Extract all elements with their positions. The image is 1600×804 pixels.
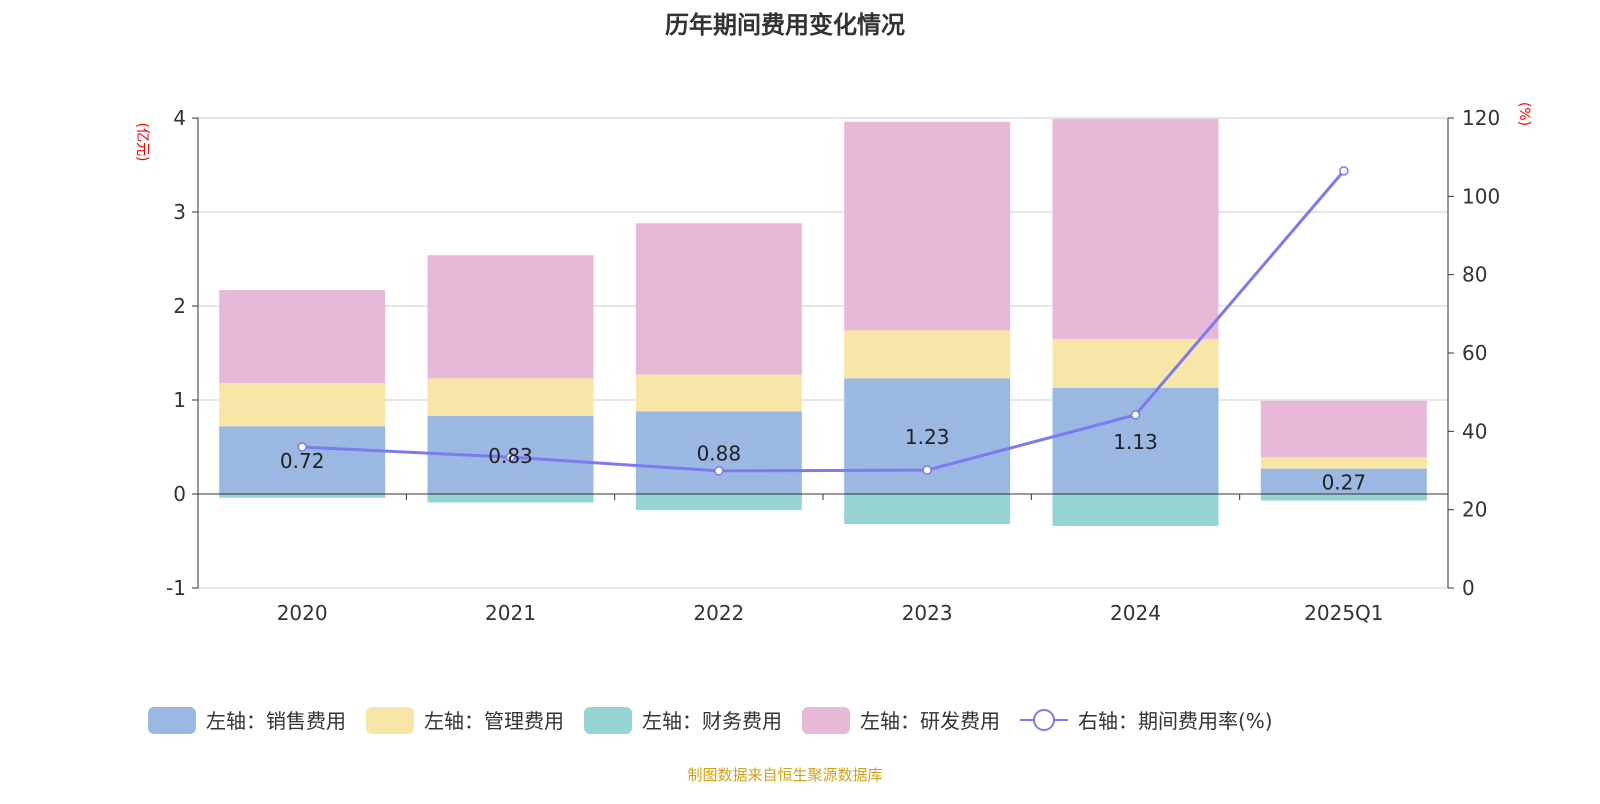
right-tick-label: 80 <box>1462 263 1487 287</box>
line-point <box>714 466 724 476</box>
data-label: 0.27 <box>1322 470 1367 494</box>
data-label: 1.13 <box>1113 430 1158 454</box>
source-note: 制图数据来自恒生聚源数据库 <box>687 766 882 784</box>
legend-swatch <box>802 707 850 734</box>
left-tick-label: 2 <box>173 294 186 318</box>
chart-title: 历年期间费用变化情况 <box>665 11 905 39</box>
data-label: 1.23 <box>905 425 950 449</box>
legend-label: 左轴：管理费用 <box>424 709 564 733</box>
bar-左轴-研发费用 <box>844 121 1011 331</box>
left-tick-label: -1 <box>166 576 186 600</box>
data-label: 0.72 <box>280 449 325 473</box>
bar-左轴-管理费用 <box>1052 338 1219 388</box>
line-point <box>1130 410 1141 420</box>
bar-左轴-销售费用 <box>1260 468 1427 494</box>
left-tick-label: 0 <box>173 482 186 506</box>
right-tick-label: 0 <box>1462 576 1475 600</box>
x-tick-label: 2024 <box>1110 601 1161 625</box>
bar-左轴-管理费用 <box>427 378 594 416</box>
bar-左轴-研发费用 <box>219 290 386 384</box>
legend-label: 左轴：财务费用 <box>642 709 782 733</box>
legend-swatch <box>366 707 414 734</box>
left-tick-label: 3 <box>173 200 186 224</box>
line-point <box>505 452 516 462</box>
x-tick-label: 2025Q1 <box>1304 601 1383 625</box>
legend-swatch <box>584 707 632 734</box>
legend-label: 左轴：销售费用 <box>206 709 346 733</box>
x-tick-label: 2021 <box>485 601 536 625</box>
bar-左轴-管理费用 <box>844 330 1011 379</box>
left-axis-unit: (亿元) <box>134 123 150 162</box>
data-label: 0.88 <box>697 442 742 466</box>
x-tick-label: 2023 <box>902 601 953 625</box>
line-series <box>302 169 1345 473</box>
left-tick-label: 4 <box>173 106 186 130</box>
legend-swatch <box>148 707 196 734</box>
bar-左轴-研发费用 <box>1260 400 1427 458</box>
line-point <box>297 442 307 452</box>
data-label: 0.83 <box>488 444 533 468</box>
bar-左轴-财务费用 <box>1052 494 1219 526</box>
x-tick-label: 2020 <box>277 601 328 625</box>
bar-左轴-财务费用 <box>427 494 594 503</box>
bar-左轴-财务费用 <box>635 494 802 510</box>
right-axis-unit: (%) <box>1516 102 1532 126</box>
bar-左轴-财务费用 <box>844 494 1011 525</box>
legend-label: 右轴：期间费用率(%) <box>1078 709 1273 733</box>
bar-左轴-研发费用 <box>427 255 594 379</box>
bar-左轴-管理费用 <box>1260 457 1427 469</box>
legend-label: 左轴：研发费用 <box>860 709 1000 733</box>
bar-左轴-销售费用 <box>219 426 386 494</box>
bar-左轴-销售费用 <box>1052 387 1219 494</box>
legend-marker-icon <box>1033 709 1055 731</box>
bar-左轴-管理费用 <box>219 383 386 427</box>
bar-左轴-销售费用 <box>635 411 802 494</box>
bar-左轴-财务费用 <box>219 494 386 498</box>
right-tick-label: 40 <box>1462 419 1487 443</box>
right-tick-label: 100 <box>1462 184 1500 208</box>
bar-左轴-财务费用 <box>1260 494 1427 501</box>
bar-左轴-研发费用 <box>1052 118 1219 339</box>
right-tick-label: 20 <box>1462 498 1487 522</box>
right-tick-label: 60 <box>1462 341 1487 365</box>
left-tick-label: 1 <box>173 388 186 412</box>
bar-左轴-研发费用 <box>635 223 802 375</box>
x-tick-label: 2022 <box>693 601 744 625</box>
bar-左轴-管理费用 <box>635 374 802 412</box>
right-tick-label: 120 <box>1462 106 1500 130</box>
line-point <box>1339 166 1349 176</box>
line-point <box>922 465 932 475</box>
